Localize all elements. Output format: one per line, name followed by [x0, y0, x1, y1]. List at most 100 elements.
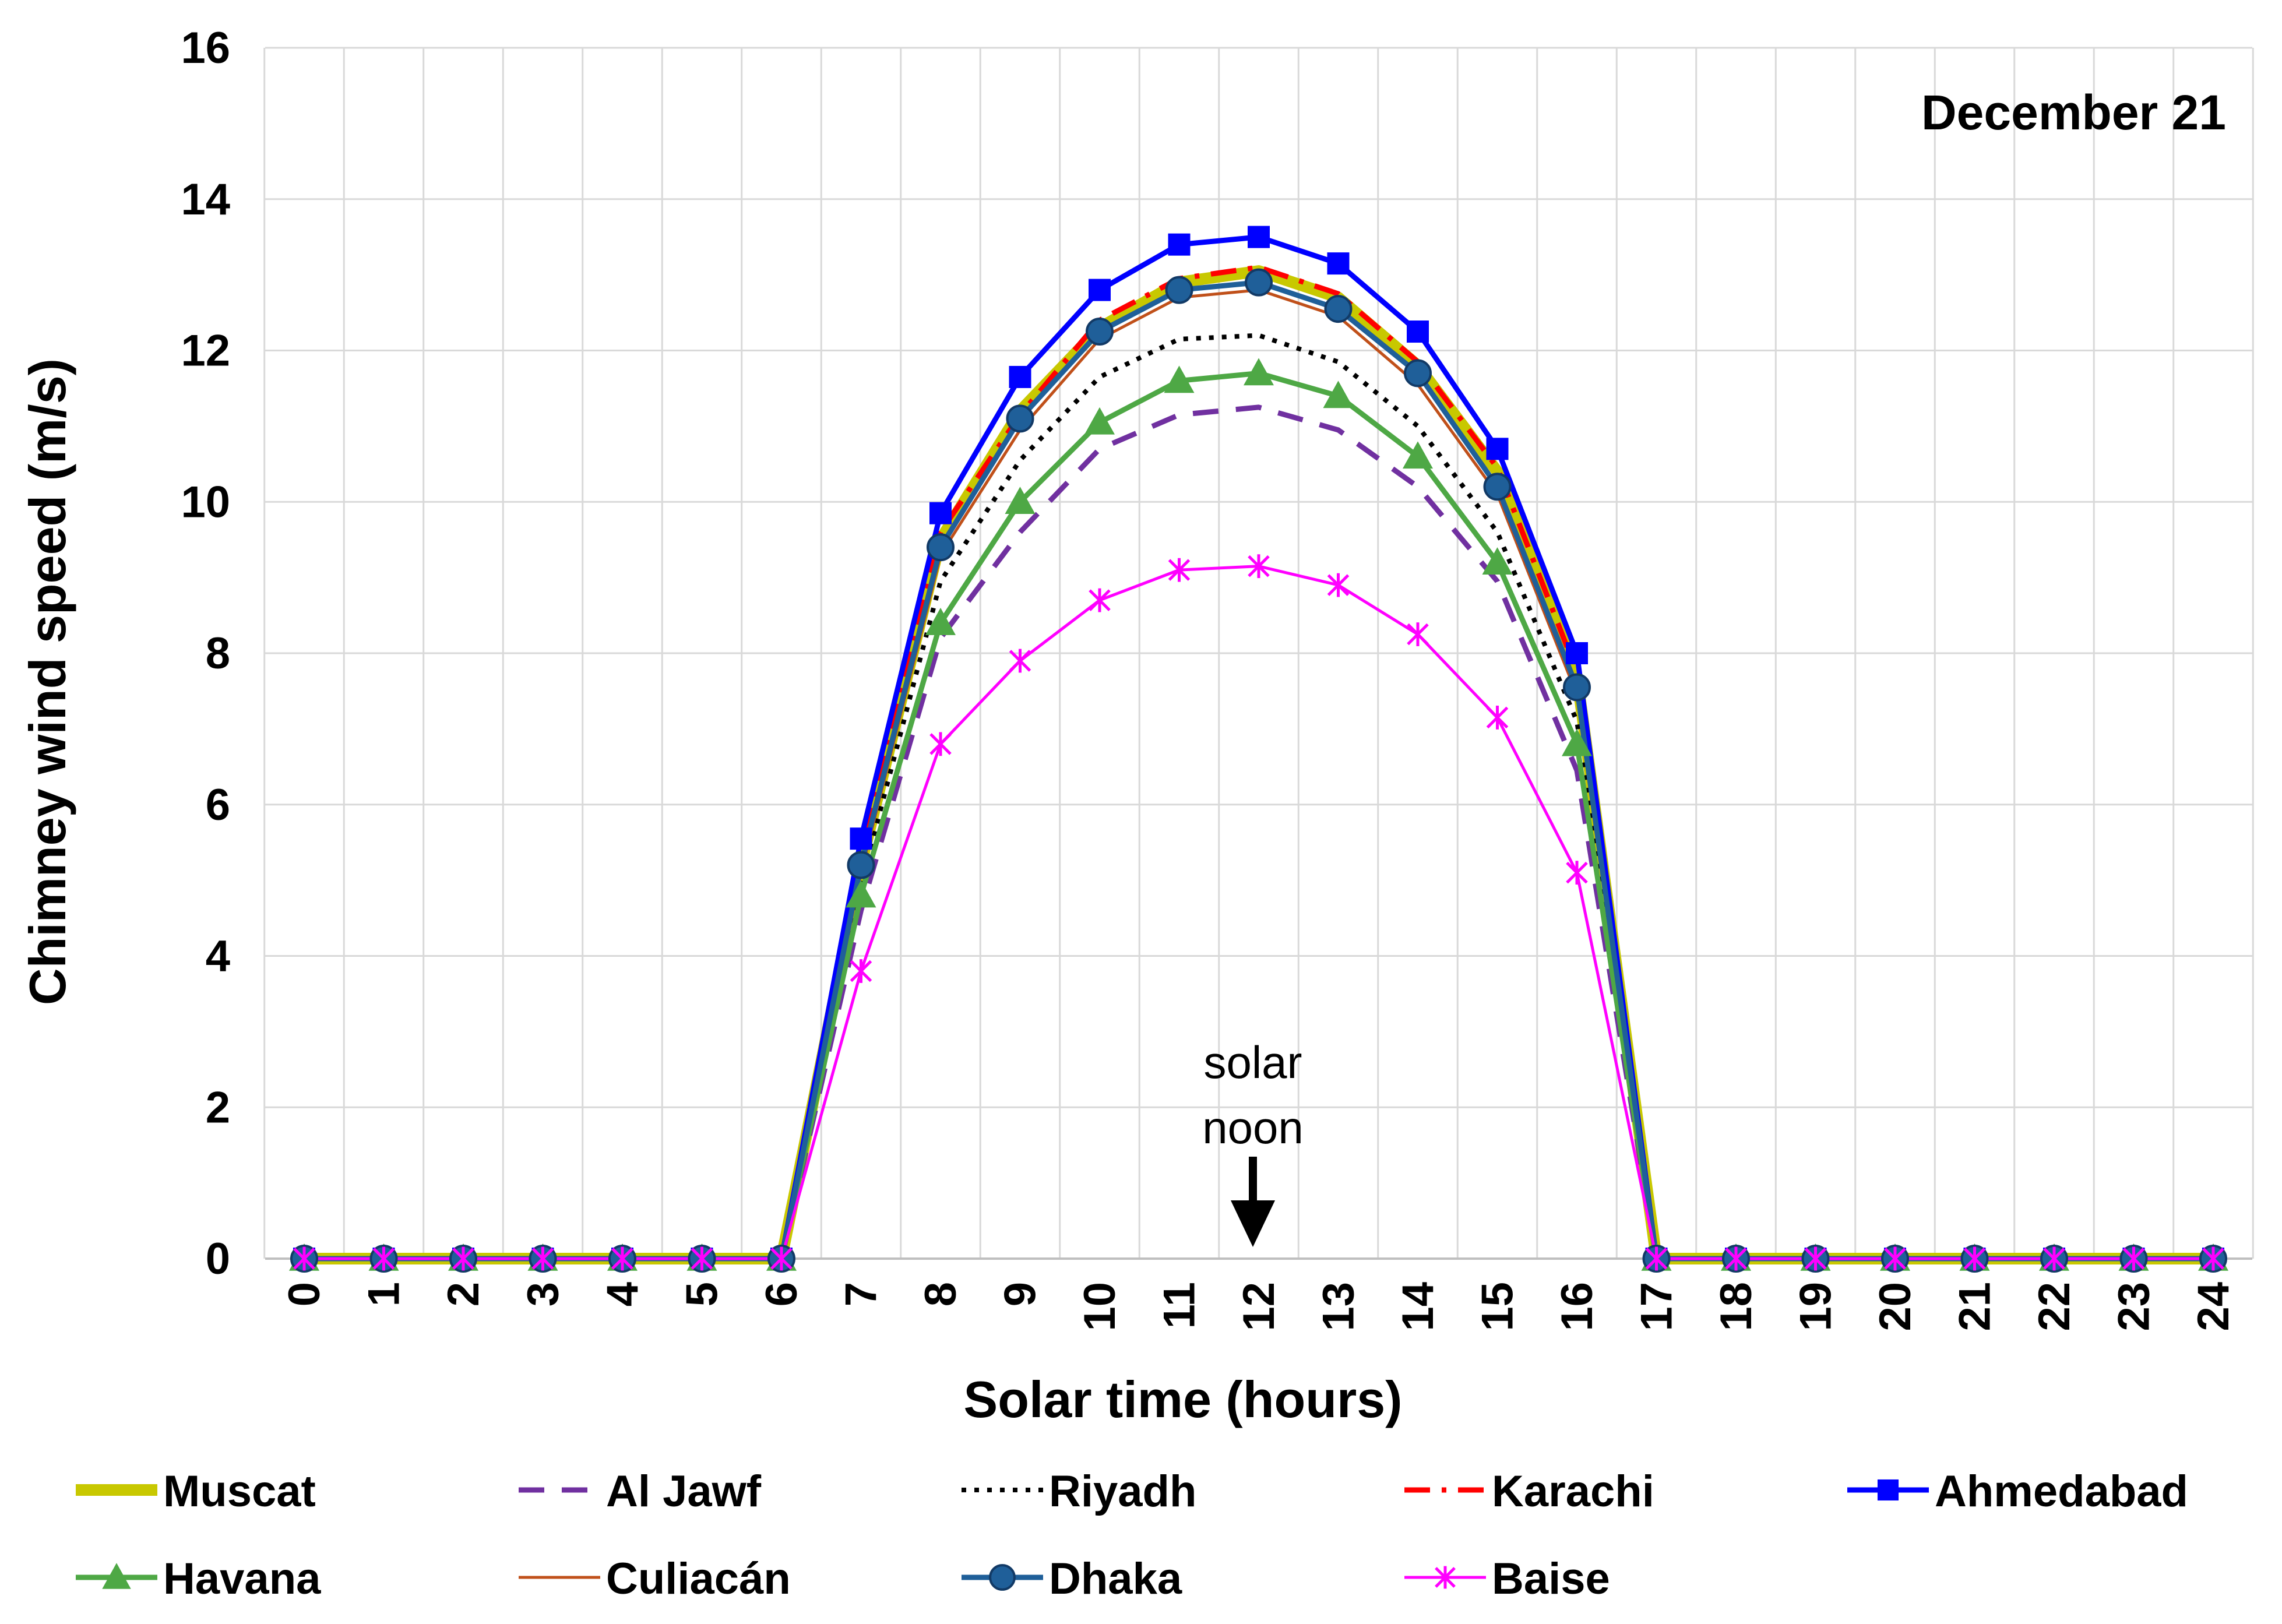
x-tick-label: 10: [1075, 1282, 1125, 1331]
data-point-star: [1725, 1246, 1747, 1271]
legend-item: Dhaka: [962, 1554, 1182, 1604]
x-tick-label: 16: [1552, 1282, 1602, 1331]
data-point-star: [2202, 1246, 2224, 1271]
y-tick-label: 14: [181, 175, 230, 224]
data-point-star: [1168, 558, 1191, 582]
data-point-star: [611, 1246, 633, 1271]
data-point-circle: [989, 1564, 1016, 1591]
data-point-square: [1009, 365, 1031, 388]
arrow-down-icon: [1231, 1200, 1275, 1247]
data-point-star: [770, 1246, 793, 1271]
data-point-square: [1407, 320, 1429, 343]
x-tick-label: 0: [280, 1282, 329, 1306]
y-tick-label: 0: [206, 1234, 230, 1284]
data-point-triangle: [1164, 365, 1195, 393]
x-tick-label: 19: [1791, 1282, 1841, 1331]
data-point-star: [1884, 1246, 1906, 1271]
x-tick-label: 20: [1871, 1282, 1920, 1331]
x-tick-label: 12: [1234, 1282, 1284, 1331]
data-point-triangle: [1403, 441, 1433, 469]
x-tick-label: 13: [1314, 1282, 1364, 1331]
data-point-star: [1407, 622, 1429, 646]
legend-label: Culiacán: [606, 1554, 791, 1604]
data-point-circle: [1483, 473, 1512, 501]
data-point-square: [1089, 279, 1111, 301]
y-tick-label: 2: [206, 1083, 230, 1132]
markers-group: [289, 226, 2228, 1273]
x-tick-label: 15: [1473, 1282, 1523, 1331]
y-tick-label: 6: [206, 780, 230, 830]
data-point-circle: [1245, 268, 1273, 297]
data-point-star: [372, 1246, 395, 1271]
legend-label: Muscat: [163, 1467, 316, 1516]
data-point-star: [691, 1246, 713, 1271]
data-point-triangle: [1084, 407, 1115, 435]
data-point-circle: [1086, 318, 1114, 346]
data-point-star: [1089, 588, 1111, 612]
data-point-star: [1248, 554, 1270, 579]
data-point-star: [1566, 861, 1588, 885]
x-tick-label: 9: [996, 1282, 1045, 1306]
legend-item: Ahmedabad: [1847, 1467, 2188, 1516]
data-point-star: [2043, 1246, 2065, 1271]
data-point-star: [1804, 1246, 1827, 1271]
data-point-star: [452, 1246, 474, 1271]
x-tick-label: 21: [1950, 1282, 2000, 1331]
y-tick-label: 8: [206, 629, 230, 678]
x-tick-label: 7: [837, 1282, 886, 1306]
data-point-circle: [1324, 295, 1353, 323]
data-point-square: [929, 502, 952, 524]
legend-item: Al Jawf: [519, 1467, 762, 1516]
legend-item: Riyadh: [962, 1467, 1196, 1516]
data-point-square: [850, 827, 872, 850]
data-point-triangle: [1244, 358, 1274, 386]
x-tick-label: 11: [1155, 1282, 1205, 1329]
legend: Muscat Al Jawf Riyadh Karachi Ahmedabad Havan…: [76, 1467, 2188, 1604]
legend-label: Al Jawf: [606, 1467, 762, 1516]
data-point-square: [1486, 438, 1509, 460]
data-point-triangle: [1323, 381, 1354, 408]
legend-item: Baise: [1404, 1554, 1610, 1604]
x-tick-label: 17: [1632, 1282, 1682, 1331]
data-point-star: [2122, 1246, 2145, 1271]
data-point-circle: [1165, 276, 1193, 304]
gridlines: [263, 47, 2254, 1260]
data-point-square: [1168, 233, 1191, 256]
legend-item: Culiacán: [519, 1554, 791, 1604]
data-point-star: [531, 1246, 554, 1271]
x-tick-label: 2: [439, 1282, 488, 1306]
data-point-triangle: [846, 880, 876, 908]
data-point-triangle: [1005, 487, 1036, 515]
data-point-star: [1963, 1246, 1986, 1271]
x-tick-label: 1: [360, 1282, 409, 1306]
data-point-square: [1566, 642, 1588, 664]
y-tick-label: 16: [181, 23, 230, 73]
x-tick-label: 6: [757, 1282, 807, 1306]
legend-label: Ahmedabad: [1935, 1467, 2188, 1516]
y-axis-label: Chimney wind speed (m/s): [19, 358, 76, 1005]
y-tick-label: 12: [181, 326, 230, 376]
y-tick-label: 4: [206, 932, 230, 981]
data-point-star: [1009, 649, 1031, 673]
x-tick-label: 3: [519, 1282, 568, 1306]
legend-label: Baise: [1492, 1554, 1610, 1604]
legend-item: Karachi: [1404, 1467, 1654, 1516]
data-point-star: [1327, 573, 1350, 597]
data-point-circle: [927, 533, 955, 562]
data-point-square: [1327, 252, 1350, 275]
data-point-star: [293, 1246, 315, 1271]
x-tick-label: 8: [916, 1282, 966, 1306]
x-tick-label: 23: [2110, 1282, 2159, 1331]
solar-noon-annotation: solar noon: [1202, 1037, 1304, 1247]
data-point-triangle: [1562, 728, 1592, 756]
x-tick-label: 4: [598, 1282, 647, 1306]
data-point-star: [1435, 1566, 1456, 1589]
chart-title: December 21: [1921, 85, 2226, 140]
x-tick-label: 18: [1712, 1282, 1761, 1331]
legend-item: Muscat: [76, 1467, 316, 1516]
data-point-triangle: [1482, 547, 1513, 575]
